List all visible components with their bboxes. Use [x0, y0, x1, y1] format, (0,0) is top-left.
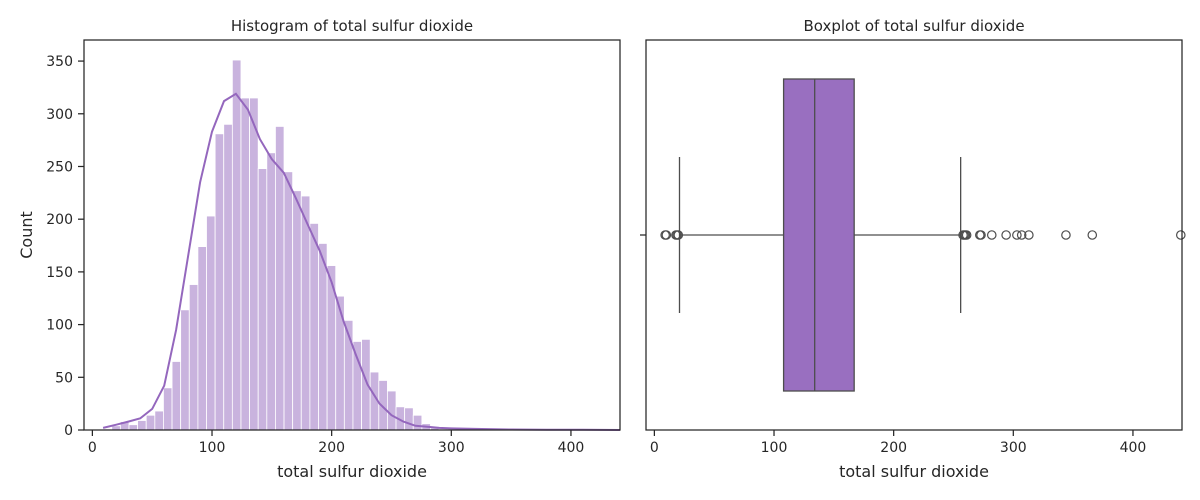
- outlier-point: [1061, 230, 1071, 240]
- histogram-bar: [404, 407, 414, 431]
- histogram-bar: [145, 414, 156, 431]
- histogram-title: Histogram of total sulfur dioxide: [231, 17, 473, 35]
- y-tick-label: 0: [64, 423, 73, 439]
- y-tick-label: 150: [46, 265, 73, 281]
- x-tick-label: 100: [199, 440, 226, 456]
- y-tick-label: 200: [46, 212, 73, 228]
- histogram-bars: [102, 59, 612, 431]
- x-tick-label: 100: [761, 440, 788, 456]
- x-tick-label: 300: [1000, 440, 1027, 456]
- x-tick-label: 200: [880, 440, 907, 456]
- boxplot-panel: 0 100 200 300 400 Boxplot of total sulfur di…: [640, 17, 1186, 481]
- x-tick-label: 300: [438, 440, 465, 456]
- histogram-bar: [352, 341, 362, 431]
- y-tick-label: 300: [46, 107, 73, 123]
- y-tick-label: 100: [46, 318, 73, 334]
- outlier-point: [1176, 230, 1186, 240]
- outlier-point: [673, 230, 684, 240]
- boxplot-outliers: [660, 230, 1186, 240]
- x-tick-label: 0: [88, 440, 97, 456]
- kde-curve: [102, 92, 621, 431]
- histogram-bar: [292, 190, 302, 431]
- outlier-point: [1024, 230, 1034, 240]
- outlier-point: [986, 230, 997, 240]
- interquartile-box: [782, 78, 855, 392]
- y-tick-label: 50: [55, 370, 73, 386]
- histogram-bar: [240, 97, 250, 431]
- histogram-x-ticks: 0 100 200 300 400: [88, 430, 584, 456]
- x-tick-label: 400: [1120, 440, 1147, 456]
- histogram-bar: [206, 215, 216, 431]
- histogram-bar: [257, 168, 268, 431]
- histogram-bar: [180, 309, 190, 431]
- boxplot-title: Boxplot of total sulfur dioxide: [803, 17, 1024, 35]
- histogram-frame: [83, 39, 621, 431]
- histogram-y-ticks: 0 50 100 150 200 250 300 350: [46, 54, 84, 439]
- outlier-point: [1016, 230, 1027, 240]
- histogram-bar: [214, 133, 225, 431]
- x-tick-label: 0: [650, 440, 659, 456]
- histogram-bar: [412, 414, 423, 431]
- y-tick-label: 250: [46, 159, 73, 175]
- histogram-bar: [249, 97, 259, 431]
- histogram-bar: [223, 123, 233, 431]
- histogram-bar: [154, 410, 164, 431]
- outlier-point: [1001, 230, 1011, 240]
- x-tick-label: 200: [318, 440, 345, 456]
- histogram-bar: [197, 246, 207, 431]
- histogram-y-label: Count: [17, 211, 36, 259]
- histogram-bar: [309, 223, 319, 431]
- histogram-bar: [231, 59, 242, 431]
- histogram-bar: [318, 243, 328, 431]
- histogram-bar: [171, 361, 182, 431]
- histogram-bar: [188, 284, 199, 431]
- outlier-point: [1087, 230, 1098, 240]
- histogram-bar: [266, 152, 276, 431]
- histogram-bar: [361, 338, 371, 431]
- boxplot-x-label: total sulfur dioxide: [839, 462, 989, 481]
- histogram-panel: 0 100 200 300 400 0 50 100 150 200 250 300 350 Hist…: [17, 17, 621, 481]
- outlier-point: [976, 230, 986, 240]
- histogram-bar: [283, 171, 294, 431]
- x-tick-label: 400: [558, 440, 585, 456]
- y-tick-label: 350: [46, 54, 73, 70]
- histogram-bar: [387, 390, 397, 431]
- boxplot-elements: [678, 78, 962, 392]
- outlier-point: [661, 230, 672, 240]
- histogram-bar: [300, 195, 311, 431]
- outlier-point: [1012, 230, 1022, 240]
- outlier-point: [961, 230, 972, 240]
- histogram-bar: [128, 424, 139, 431]
- histogram-bar: [137, 420, 147, 431]
- histogram-x-label: total sulfur dioxide: [277, 462, 427, 481]
- histogram-bar: [163, 387, 173, 431]
- boxplot-x-ticks: 0 100 200 300 400: [650, 430, 1146, 456]
